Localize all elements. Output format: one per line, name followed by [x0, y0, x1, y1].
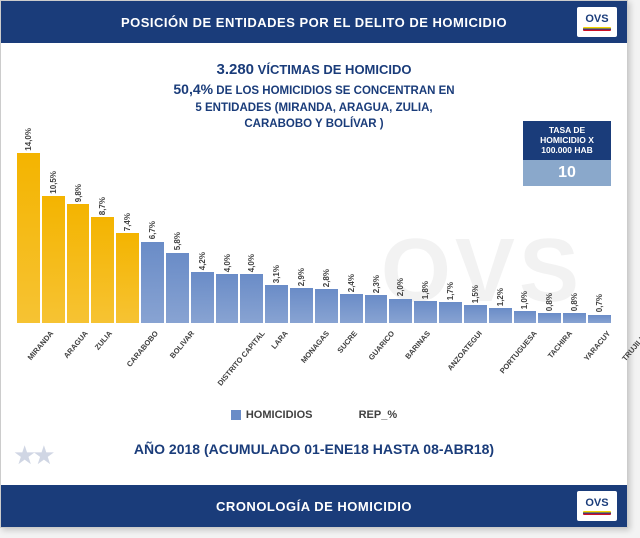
bar-col: 2,8% [315, 269, 338, 323]
bar-chart: OVS 14,0%10,5%9,8%8,7%7,4%6,7%5,8%4,2%4,… [15, 113, 613, 403]
bar-col: 2,3% [365, 275, 388, 323]
bar-col: 4,2% [191, 252, 214, 323]
bar-col: 0,8% [563, 293, 586, 323]
bar-col: 1,8% [414, 281, 437, 323]
bar-value-label: 4,0% [223, 254, 232, 272]
header-title: POSICIÓN DE ENTIDADES POR EL DELITO DE H… [121, 15, 507, 30]
bar-value-label: 1,7% [446, 282, 455, 300]
bar-col: 5,8% [166, 232, 189, 323]
bar-col: 6,7% [141, 221, 164, 323]
footer-title: CRONOLOGÍA DE HOMICIDIO [216, 499, 412, 514]
bar-value-label: 1,0% [520, 291, 529, 309]
bar-col: 9,8% [67, 184, 90, 323]
bar [191, 272, 214, 323]
bar [389, 299, 412, 323]
legend-swatch [231, 410, 241, 420]
bar-value-label: 0,8% [545, 293, 554, 311]
bar-value-label: 4,2% [198, 252, 207, 270]
bar-value-label: 2,3% [372, 275, 381, 293]
bar-value-label: 2,8% [322, 269, 331, 287]
bar-value-label: 5,8% [173, 232, 182, 250]
bar [141, 242, 164, 323]
bar-col: 0,8% [538, 293, 561, 323]
footer-logo: OVS [577, 491, 617, 521]
bar [464, 305, 487, 323]
legend-series-label: HOMICIDIOS [246, 409, 313, 421]
bar-col: 0,7% [588, 294, 611, 323]
bar [439, 302, 462, 323]
bar-value-label: 2,9% [297, 268, 306, 286]
bar-col: 10,5% [42, 171, 65, 323]
bar-value-label: 0,8% [570, 293, 579, 311]
bar-value-label: 1,5% [471, 285, 480, 303]
bar-col: 1,0% [514, 291, 537, 323]
bar-value-label: 2,0% [396, 278, 405, 296]
header-logo: OVS [577, 7, 617, 37]
footer-logo-text: OVS [585, 498, 608, 509]
victims-label: VÍCTIMAS DE HOMICIDO [258, 62, 412, 77]
bar-value-label: 3,1% [272, 265, 281, 283]
bar-value-label: 2,4% [347, 274, 356, 292]
bar-col: 4,0% [240, 254, 263, 323]
bar [538, 313, 561, 323]
bar [116, 233, 139, 323]
bar [240, 274, 263, 323]
concentration-pct: 50,4% [173, 81, 213, 97]
concentration-text-1: DE LOS HOMICIDIOS SE CONCENTRAN EN [216, 85, 454, 97]
bar [166, 253, 189, 323]
stars-icon: ★★ [13, 440, 52, 471]
bar [514, 311, 537, 323]
header-band: POSICIÓN DE ENTIDADES POR EL DELITO DE H… [1, 1, 627, 43]
bar-col: 7,4% [116, 213, 139, 323]
bar [67, 204, 90, 323]
flag-icon [583, 27, 611, 31]
bar-value-label: 9,8% [74, 184, 83, 202]
bar [414, 301, 437, 323]
year-line: AÑO 2018 (ACUMULADO 01-ENE18 HASTA 08-AB… [1, 441, 627, 457]
legend-axis-label: REP_% [359, 409, 398, 421]
category-labels: MIRANDAARAGUAZULIACARABOBOBOLIVARDISTRIT… [15, 323, 613, 403]
bar [340, 294, 363, 323]
concentration-text-2: 5 ENTIDADES (MIRANDA, ARAGUA, ZULIA, [195, 102, 432, 114]
bar-col: 2,4% [340, 274, 363, 323]
bar [265, 285, 288, 323]
bar-col: 14,0% [17, 128, 40, 323]
bar-col: 3,1% [265, 265, 288, 323]
bar [588, 315, 611, 324]
bar [42, 196, 65, 324]
slide-page: POSICIÓN DE ENTIDADES POR EL DELITO DE H… [0, 0, 628, 528]
bar-value-label: 4,0% [247, 254, 256, 272]
bar-value-label: 0,7% [595, 294, 604, 312]
bar-col: 1,5% [464, 285, 487, 323]
bar [216, 274, 239, 323]
bar-value-label: 14,0% [24, 128, 33, 151]
footer-band: CRONOLOGÍA DE HOMICIDIO OVS [1, 485, 627, 527]
bar-col: 4,0% [216, 254, 239, 323]
bar-col: 2,0% [389, 278, 412, 323]
bar [290, 288, 313, 323]
bar-value-label: 7,4% [123, 213, 132, 231]
bar-value-label: 1,2% [496, 288, 505, 306]
bar [489, 308, 512, 323]
victims-count: 3.280 [216, 61, 254, 78]
bar [315, 289, 338, 323]
bar [91, 217, 114, 323]
logo-text: OVS [585, 14, 608, 25]
bar-value-label: 8,7% [98, 197, 107, 215]
bar [17, 153, 40, 323]
bar-col: 2,9% [290, 268, 313, 323]
chart-legend: HOMICIDIOS REP_% [1, 409, 627, 421]
bar-col: 1,7% [439, 282, 462, 323]
bar-col: 1,2% [489, 288, 512, 323]
bar-col: 8,7% [91, 197, 114, 323]
bar-value-label: 1,8% [421, 281, 430, 299]
bar [563, 313, 586, 323]
flag-icon [583, 511, 611, 515]
summary-victims: 3.280 VÍCTIMAS DE HOMICIDO [41, 61, 587, 78]
bars-row: 14,0%10,5%9,8%8,7%7,4%6,7%5,8%4,2%4,0%4,… [15, 143, 613, 323]
bar-value-label: 6,7% [148, 221, 157, 239]
bar [365, 295, 388, 323]
bar-value-label: 10,5% [49, 171, 58, 194]
